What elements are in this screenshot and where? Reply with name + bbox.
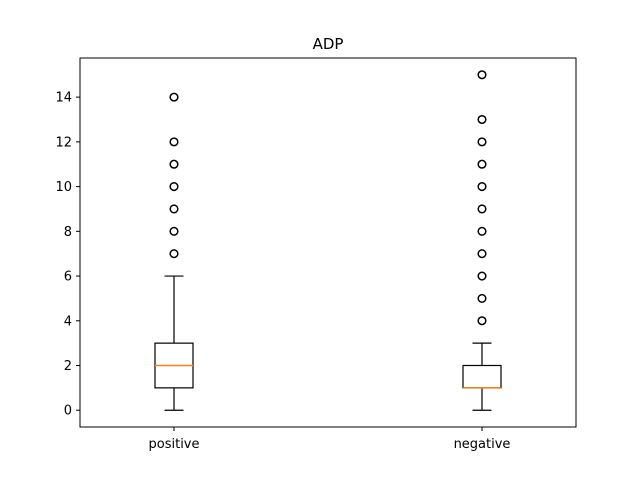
y-axis: 0 2 4 6 8 10 12 14: [55, 91, 80, 419]
flier-point: [169, 249, 179, 259]
box-negative: [462, 70, 502, 411]
flier-point: [477, 114, 487, 125]
flier-point: [477, 316, 487, 326]
x-tick-label-negative: negative: [454, 437, 511, 452]
flier-point: [477, 249, 487, 259]
flier-point: [477, 293, 487, 303]
boxes-layer: [154, 70, 502, 411]
plot-area-frame: [79, 57, 577, 428]
y-tick-label: 4: [64, 314, 72, 329]
flier-point: [477, 271, 487, 281]
flier-point: [169, 226, 179, 236]
y-tick-label: 10: [55, 180, 72, 195]
flier-point: [169, 204, 179, 214]
y-tick-label: 12: [55, 135, 72, 150]
flier-point: [477, 204, 487, 214]
y-tick-label: 14: [55, 91, 72, 106]
flier-point: [169, 137, 179, 147]
x-tick-label-positive: positive: [149, 437, 200, 452]
flier-point: [169, 159, 179, 169]
flier-point: [477, 182, 487, 192]
flier-point: [477, 226, 487, 236]
iqr-box: [462, 364, 502, 389]
flier-point: [477, 159, 487, 169]
flier-point: [169, 92, 179, 102]
flier-point: [169, 182, 179, 192]
x-axis: positive negative: [149, 427, 511, 452]
chart-title: ADP: [313, 35, 344, 53]
y-tick-label: 6: [64, 270, 72, 285]
flier-point: [477, 137, 487, 147]
y-tick-label: 0: [64, 404, 72, 419]
box-positive: [154, 92, 194, 411]
y-tick-label: 2: [64, 359, 72, 374]
y-tick-label: 8: [64, 225, 72, 240]
flier-point: [477, 70, 487, 80]
